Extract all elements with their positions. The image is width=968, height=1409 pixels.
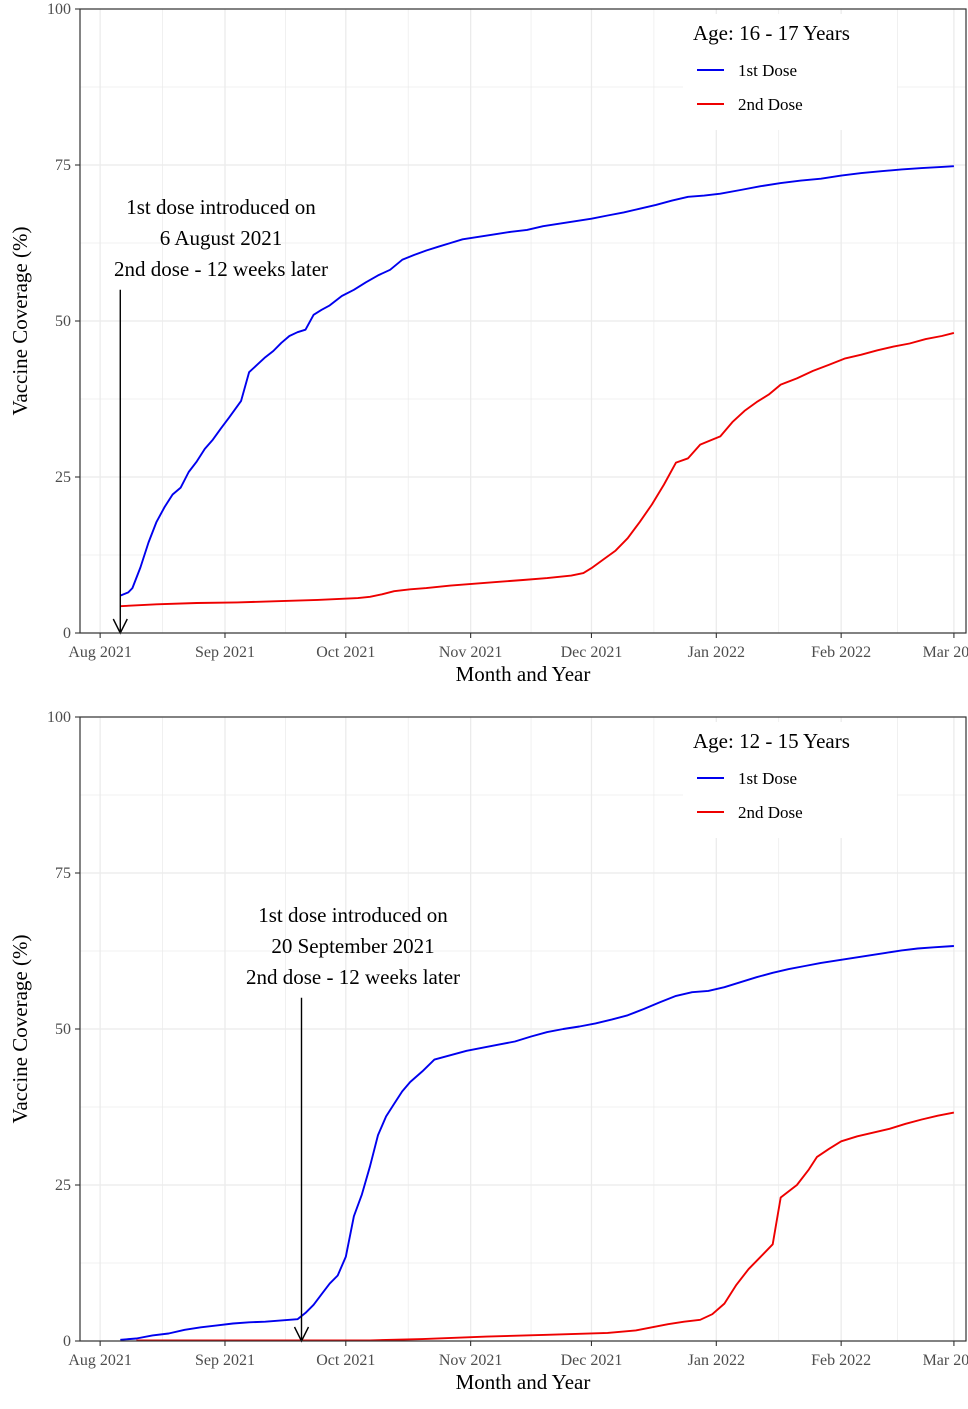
- x-tick-label: Aug 2021: [68, 1352, 132, 1369]
- x-tick-label: Sep 2021: [195, 1352, 255, 1369]
- chart-panel-age-16-17: 1st dose introduced on 6 August 2021 2nd d…: [0, 0, 968, 696]
- series-line-dose2: [120, 331, 955, 608]
- x-axis-title: Month and Year: [456, 1370, 591, 1394]
- chart-panel-age-12-15: 1st dose introduced on 20 September 2021 2…: [0, 708, 968, 1404]
- annotation-text-line: 20 September 2021: [271, 934, 434, 958]
- x-tick-label: Mar 2022: [923, 1352, 968, 1369]
- y-tick-label: 50: [55, 313, 71, 330]
- y-tick-label: 75: [55, 865, 71, 882]
- x-tick-label: Feb 2022: [811, 644, 871, 661]
- annotation-text-line: 6 August 2021: [160, 226, 283, 250]
- x-tick-label: Jan 2022: [688, 644, 745, 661]
- legend-box: [683, 722, 897, 838]
- legend-label: 1st Dose: [738, 769, 797, 788]
- legend-title: Age: 16 - 17 Years: [693, 21, 850, 45]
- x-tick-label: Aug 2021: [68, 644, 132, 661]
- y-tick-label: 75: [55, 157, 71, 174]
- x-tick-label: Oct 2021: [316, 644, 375, 661]
- x-tick-label: Nov 2021: [439, 1352, 503, 1369]
- y-tick-label: 0: [63, 1333, 71, 1350]
- annotation-text-line: 1st dose introduced on: [126, 195, 316, 219]
- coverage-chart-16-17: 1st dose introduced on 6 August 2021 2nd d…: [8, 1, 968, 686]
- annotation-text-line: 1st dose introduced on: [258, 903, 448, 927]
- coverage-chart-12-15: 1st dose introduced on 20 September 2021 2…: [8, 709, 968, 1394]
- legend-title: Age: 12 - 15 Years: [693, 729, 850, 753]
- legend-label: 2nd Dose: [738, 803, 803, 822]
- x-tick-label: Dec 2021: [561, 1352, 623, 1369]
- x-tick-label: Feb 2022: [811, 1352, 871, 1369]
- x-tick-label: Nov 2021: [439, 644, 503, 661]
- legend-box: [683, 14, 897, 130]
- x-axis-title: Month and Year: [456, 662, 591, 686]
- y-tick-label: 0: [63, 625, 71, 642]
- legend-label: 1st Dose: [738, 61, 797, 80]
- y-tick-label: 50: [55, 1021, 71, 1038]
- x-tick-label: Mar 2022: [923, 644, 968, 661]
- y-axis-title: Vaccine Coverage (%): [8, 227, 32, 416]
- y-tick-label: 100: [47, 1, 71, 18]
- x-tick-label: Sep 2021: [195, 644, 255, 661]
- series-line-dose1: [119, 165, 954, 597]
- series-line-dose1: [120, 945, 954, 1341]
- annotation-text-line: 2nd dose - 12 weeks later: [246, 965, 460, 989]
- x-tick-label: Dec 2021: [561, 644, 623, 661]
- y-tick-label: 25: [55, 1177, 71, 1194]
- x-tick-label: Jan 2022: [688, 1352, 745, 1369]
- y-tick-label: 25: [55, 469, 71, 486]
- y-axis-title: Vaccine Coverage (%): [8, 935, 32, 1124]
- legend-label: 2nd Dose: [738, 95, 803, 114]
- annotation-text-line: 2nd dose - 12 weeks later: [114, 257, 328, 281]
- y-tick-label: 100: [47, 709, 71, 726]
- x-tick-label: Oct 2021: [316, 1352, 375, 1369]
- series-line-dose2: [136, 1111, 955, 1342]
